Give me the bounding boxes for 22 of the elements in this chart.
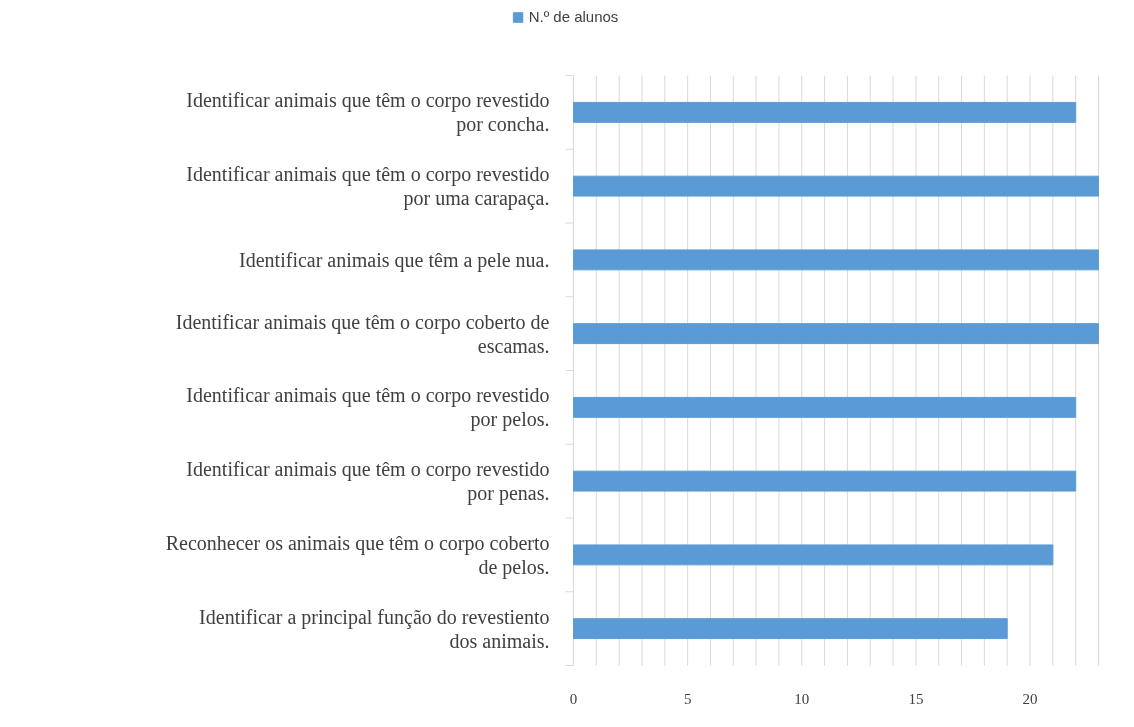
x-tick-label: 20 bbox=[1022, 690, 1038, 707]
x-tick-label: 10 bbox=[794, 690, 810, 707]
y-tick-label: Identificar animais que têm o corpo revestido por pelos. bbox=[186, 384, 550, 432]
x-tick-label: 15 bbox=[908, 690, 924, 707]
bar bbox=[573, 175, 1099, 197]
y-tick-label: Identificar animais que têm a pele nua. bbox=[239, 248, 550, 272]
x-tick-label: 0 bbox=[569, 690, 578, 707]
legend-label: N.º de alunos bbox=[528, 8, 619, 25]
bar bbox=[573, 470, 1077, 492]
y-tick-label: Identificar animais que têm o corpo revestido por concha. bbox=[186, 89, 550, 137]
bar bbox=[573, 249, 1099, 271]
bar bbox=[573, 618, 1008, 640]
y-tick-label: Identificar animais que têm o corpo revestido por uma carapaça. bbox=[186, 163, 550, 211]
x-tick-label: 5 bbox=[683, 690, 692, 707]
y-tick-label: Identificar a principal função do revestiento dos animais. bbox=[199, 605, 550, 652]
bar bbox=[573, 544, 1054, 566]
y-tick-label: Identificar animais que têm o corpo revestido por penas. bbox=[186, 458, 550, 506]
y-tick-label: Reconhecer os animais que têm o corpo coberto de pelos. bbox=[165, 531, 550, 579]
bar bbox=[573, 101, 1077, 123]
bar bbox=[573, 396, 1077, 418]
y-tick-label: Identificar animais que têm o corpo coberto de escamas. bbox=[175, 310, 550, 357]
bar bbox=[573, 323, 1099, 345]
